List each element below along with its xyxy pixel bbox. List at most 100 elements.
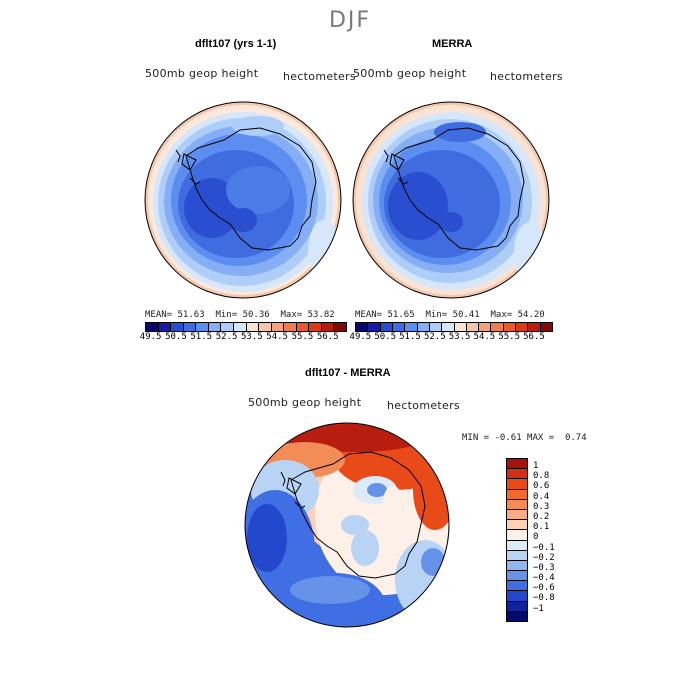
- colorbar-swatch: [321, 323, 335, 331]
- diff-units-label: hectometers: [387, 399, 460, 412]
- left-polar-map: [144, 101, 342, 299]
- diff-colorbar-label: 0.3: [533, 501, 550, 512]
- colorbar-swatch: [417, 323, 430, 331]
- colorbar-tick-label: 55.5: [498, 332, 521, 342]
- colorbar-tick-label: 54.5: [473, 332, 496, 342]
- diff-colorbar-swatch: [507, 499, 527, 510]
- right-polar-map: [352, 101, 550, 299]
- diff-colorbar-labels: 1 0.8 0.6 0.4 0.3 0.2 0.1 0 −0.1 −0.2 −0.3 −0.4 −0.6…: [533, 461, 555, 614]
- colorbar-tick-label: 56.5: [523, 332, 545, 342]
- colorbar-tick-label: 49.5: [139, 332, 162, 342]
- diff-colorbar: [506, 458, 528, 622]
- diff-colorbar-label: 0.1: [533, 522, 550, 533]
- colorbar-tick-label: 55.5: [291, 332, 314, 342]
- left-coastline: [181, 127, 317, 251]
- diff-colorbar-swatch: [507, 591, 527, 602]
- colorbar-tick-label: 51.5: [190, 332, 213, 342]
- colorbar-swatch: [284, 323, 297, 331]
- colorbar-swatch: [208, 323, 222, 331]
- diff-colorbar-swatch: [507, 509, 527, 521]
- diff-colorbar-swatch: [507, 560, 527, 572]
- season-title: DJF: [328, 8, 372, 33]
- colorbar-swatch: [503, 323, 517, 331]
- colorbar-swatch: [271, 323, 285, 331]
- left-colorbar: 49.5 50.5 51.5 52.5 53.5 54.5 55.5 56.5: [140, 322, 347, 342]
- colorbar-swatch: [246, 323, 260, 331]
- diff-colorbar-label: 0: [533, 532, 539, 543]
- right-variable-label: 500mb geop height: [353, 67, 467, 80]
- colorbar-tick-label: 54.5: [266, 332, 288, 342]
- diff-colorbar-label: −0.4: [533, 573, 555, 584]
- colorbar-swatch: [429, 323, 443, 331]
- left-units-label: hectometers: [283, 70, 356, 83]
- left-max-label: Max=: [280, 310, 303, 320]
- colorbar-tick-label: 49.5: [349, 332, 372, 342]
- left-stats: MEAN= 51.63 Min= 50.36 Max= 53.82: [145, 310, 335, 320]
- colorbar-swatch: [146, 323, 159, 331]
- right-panel-title: MERRA: [432, 38, 473, 50]
- diff-colorbar-label: 0.2: [533, 511, 550, 522]
- colorbar-tick-label: 53.5: [240, 332, 263, 342]
- right-stats: MEAN= 51.65 Min= 50.41 Max= 54.20: [355, 310, 545, 320]
- left-mean-label: MEAN=: [145, 310, 173, 320]
- colorbar-swatch: [528, 323, 541, 331]
- colorbar-swatch: [392, 323, 406, 331]
- left-colorbar-swatches: [145, 322, 347, 332]
- colorbar-tick-label: 53.5: [448, 332, 471, 342]
- colorbar-swatch: [368, 323, 381, 331]
- colorbar-swatch: [334, 323, 346, 331]
- diff-colorbar-label: −0.8: [533, 593, 555, 604]
- right-units-label: hectometers: [490, 70, 563, 83]
- colorbar-swatch: [405, 323, 418, 331]
- diff-colorbar-label: −0.1: [533, 542, 555, 553]
- diff-colorbar-swatch: [507, 479, 527, 490]
- right-colorbar-swatches: [355, 322, 553, 332]
- diff-polar-map: [244, 422, 450, 628]
- colorbar-swatch: [221, 323, 234, 331]
- diff-colorbar-swatch: [507, 469, 527, 480]
- colorbar-tick-label: 52.5: [215, 332, 238, 342]
- diff-colorbar-label: 0.6: [533, 481, 550, 492]
- left-variable-label: 500mb geop height: [145, 67, 259, 80]
- left-min-label: Min=: [215, 310, 238, 320]
- diff-colorbar-swatch: [507, 489, 527, 500]
- colorbar-swatch: [183, 323, 197, 331]
- diff-colorbar-label: 1: [533, 461, 539, 471]
- colorbar-swatch: [540, 323, 552, 331]
- left-panel-title: dflt107 (yrs 1-1): [195, 38, 277, 50]
- colorbar-swatch: [171, 323, 184, 331]
- diff-colorbar-label: −0.6: [533, 583, 555, 594]
- diff-max: 0.74: [564, 433, 587, 443]
- diff-colorbar-swatch: [507, 581, 527, 592]
- colorbar-swatch: [380, 323, 393, 331]
- diff-colorbar-swatch: [507, 540, 527, 551]
- colorbar-swatch: [309, 323, 322, 331]
- diff-min-label: MIN =: [462, 433, 490, 443]
- colorbar-swatch: [454, 323, 467, 331]
- colorbar-swatch: [158, 323, 172, 331]
- diff-colorbar-swatch: [507, 520, 527, 531]
- diff-colorbar-label: −0.2: [533, 552, 555, 563]
- colorbar-swatch: [466, 323, 480, 331]
- colorbar-swatch: [516, 323, 529, 331]
- right-mean-label: MEAN=: [355, 310, 383, 320]
- right-max: 54.20: [517, 310, 545, 320]
- diff-colorbar-swatch: [507, 611, 527, 621]
- colorbar-swatch: [491, 323, 504, 331]
- diff-colorbar-label: −1: [533, 603, 544, 614]
- colorbar-tick-label: 52.5: [423, 332, 446, 342]
- diff-panel-title: dflt107 - MERRA: [305, 367, 391, 379]
- colorbar-swatch: [296, 323, 310, 331]
- diff-colorbar-swatch: [507, 459, 527, 470]
- diff-max-label: MAX =: [527, 433, 555, 443]
- colorbar-swatch: [442, 323, 455, 331]
- left-min: 50.36: [242, 310, 270, 320]
- colorbar-swatch: [233, 323, 247, 331]
- colorbar-tick-label: 50.5: [165, 332, 187, 342]
- diff-colorbar-label: 0.8: [533, 471, 550, 482]
- colorbar-swatch: [259, 323, 272, 331]
- colorbar-swatch: [479, 323, 492, 331]
- diff-colorbar-swatch: [507, 550, 527, 561]
- diff-colorbar-swatch: [507, 571, 527, 582]
- diff-coastline: [286, 451, 426, 579]
